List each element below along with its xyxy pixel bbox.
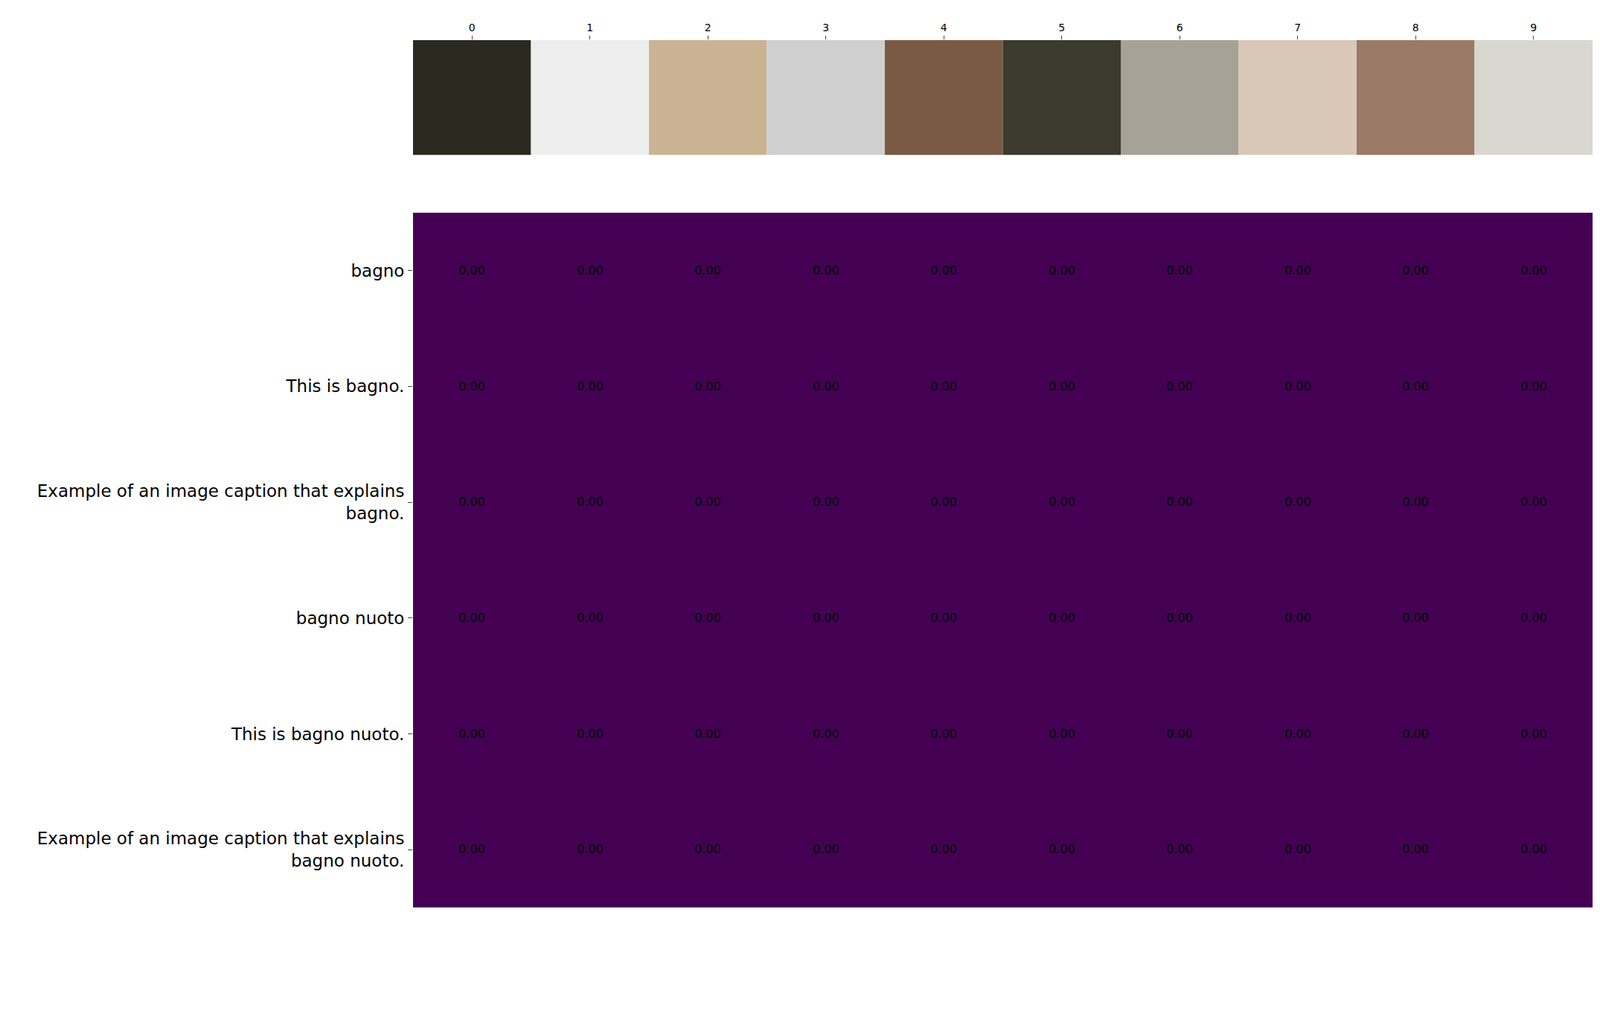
- svg-text:0.00: 0.00: [1284, 379, 1312, 394]
- svg-text:0.00: 0.00: [812, 727, 840, 742]
- svg-text:0.00: 0.00: [458, 263, 486, 278]
- svg-text:bagno nuoto: bagno nuoto: [296, 608, 405, 629]
- svg-text:0.00: 0.00: [1166, 842, 1193, 857]
- svg-text:5: 5: [1058, 21, 1065, 34]
- svg-text:4: 4: [940, 21, 948, 34]
- svg-text:0.00: 0.00: [1166, 494, 1193, 510]
- svg-text:0.00: 0.00: [930, 842, 958, 857]
- svg-text:2: 2: [704, 21, 712, 34]
- svg-text:0.00: 0.00: [812, 379, 840, 394]
- svg-text:0.00: 0.00: [1402, 727, 1429, 742]
- svg-text:0.00: 0.00: [1048, 494, 1076, 510]
- svg-text:0.00: 0.00: [1166, 263, 1193, 278]
- svg-text:0.00: 0.00: [930, 610, 958, 626]
- svg-text:1: 1: [586, 21, 594, 34]
- svg-text:0.00: 0.00: [694, 494, 722, 510]
- svg-text:0.00: 0.00: [1284, 727, 1312, 742]
- svg-text:0.00: 0.00: [930, 379, 958, 394]
- svg-text:0.00: 0.00: [576, 727, 604, 742]
- svg-text:0.00: 0.00: [458, 494, 486, 510]
- svg-text:0.00: 0.00: [812, 263, 840, 278]
- svg-text:0.00: 0.00: [812, 494, 840, 510]
- svg-text:0.00: 0.00: [1048, 610, 1076, 626]
- svg-text:0.00: 0.00: [1048, 727, 1076, 742]
- svg-text:0: 0: [468, 21, 476, 34]
- svg-text:7: 7: [1294, 21, 1301, 34]
- svg-text:6: 6: [1176, 21, 1184, 34]
- svg-text:0.00: 0.00: [576, 379, 604, 394]
- svg-text:0.00: 0.00: [930, 494, 958, 510]
- svg-text:0.00: 0.00: [1284, 494, 1312, 510]
- svg-text:0.00: 0.00: [694, 842, 722, 857]
- svg-text:Example of an image caption th: Example of an image caption that explain…: [37, 829, 405, 871]
- svg-text:0.00: 0.00: [1402, 379, 1429, 394]
- svg-text:0.00: 0.00: [694, 727, 722, 742]
- svg-text:0.00: 0.00: [812, 842, 840, 857]
- svg-text:0.00: 0.00: [1402, 494, 1429, 510]
- svg-text:0.00: 0.00: [1166, 379, 1193, 394]
- svg-text:9: 9: [1530, 21, 1537, 34]
- svg-text:0.00: 0.00: [1048, 842, 1076, 857]
- svg-text:0.00: 0.00: [1402, 842, 1429, 857]
- svg-text:0.00: 0.00: [458, 610, 486, 626]
- svg-text:0.00: 0.00: [1166, 727, 1193, 742]
- svg-text:0.00: 0.00: [1048, 379, 1076, 394]
- svg-text:0.00: 0.00: [694, 379, 722, 394]
- svg-text:0.00: 0.00: [458, 842, 486, 857]
- svg-text:0.00: 0.00: [1402, 610, 1429, 626]
- svg-text:0.00: 0.00: [576, 610, 604, 626]
- svg-text:0.00: 0.00: [930, 727, 958, 742]
- svg-text:0.00: 0.00: [576, 494, 604, 510]
- svg-text:0.00: 0.00: [694, 263, 722, 278]
- svg-text:bagno: bagno: [350, 261, 405, 281]
- svg-text:0.00: 0.00: [812, 610, 840, 626]
- svg-text:0.00: 0.00: [1520, 842, 1548, 857]
- svg-text:3: 3: [822, 21, 830, 34]
- svg-text:8: 8: [1412, 21, 1420, 34]
- svg-text:0.00: 0.00: [458, 379, 486, 394]
- svg-text:0.00: 0.00: [1520, 727, 1548, 742]
- svg-text:0.00: 0.00: [1166, 610, 1193, 626]
- svg-text:0.00: 0.00: [1520, 494, 1548, 510]
- svg-text:0.00: 0.00: [930, 263, 958, 278]
- svg-text:0.00: 0.00: [1284, 842, 1312, 857]
- svg-text:0.00: 0.00: [1402, 263, 1429, 278]
- svg-text:0.00: 0.00: [1284, 610, 1312, 626]
- svg-text:0.00: 0.00: [694, 610, 722, 626]
- svg-text:0.00: 0.00: [1520, 263, 1548, 278]
- svg-text:This is bagno nuoto.: This is bagno nuoto.: [230, 724, 405, 745]
- svg-text:0.00: 0.00: [1520, 379, 1548, 394]
- svg-text:Example of an image caption th: Example of an image caption that explain…: [37, 481, 405, 524]
- svg-text:0.00: 0.00: [458, 727, 486, 742]
- svg-text:0.00: 0.00: [1520, 610, 1548, 626]
- svg-text:0.00: 0.00: [576, 263, 604, 278]
- svg-text:0.00: 0.00: [576, 842, 604, 857]
- svg-text:0.00: 0.00: [1048, 263, 1076, 278]
- svg-text:0.00: 0.00: [1284, 263, 1312, 278]
- svg-text:This is bagno.: This is bagno.: [285, 376, 405, 396]
